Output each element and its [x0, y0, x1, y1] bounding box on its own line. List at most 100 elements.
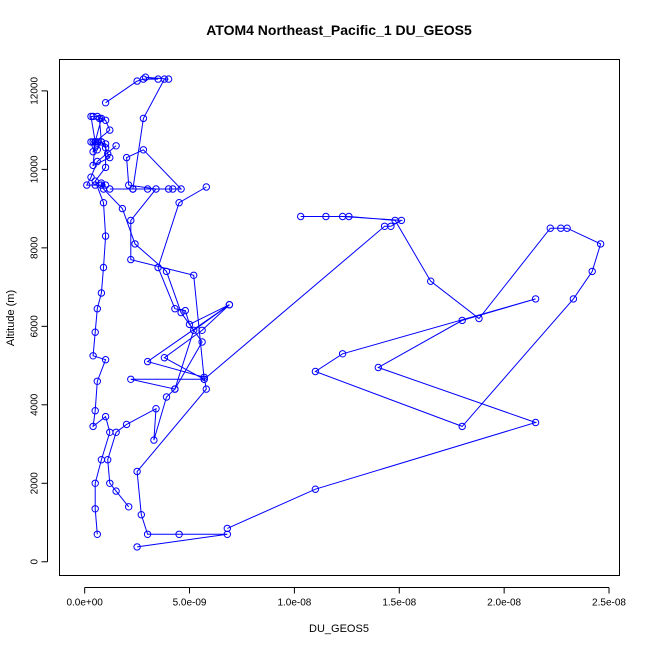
data-point [101, 163, 110, 172]
data-point [198, 338, 206, 346]
data-point [89, 352, 97, 360]
data-point [557, 224, 565, 232]
data-point [169, 185, 177, 193]
x-tick-label: 0.0e+00 [66, 598, 103, 609]
data-point [112, 142, 120, 150]
y-tick-label: 0 [30, 559, 41, 565]
data-point [106, 479, 114, 487]
data-point [164, 185, 173, 193]
plot-frame [59, 59, 620, 576]
data-point [125, 181, 133, 189]
data-point [175, 530, 183, 538]
data-point [190, 271, 198, 279]
data-point [91, 505, 99, 513]
data-point [93, 157, 102, 166]
data-point [125, 503, 133, 511]
data-point [127, 216, 135, 225]
data-point [143, 357, 152, 366]
data-point [104, 150, 112, 158]
data-point [101, 412, 110, 421]
data-point [97, 289, 106, 297]
data-point [531, 295, 540, 303]
data-point [101, 232, 110, 240]
data-point [143, 530, 152, 538]
data-point [99, 263, 108, 272]
x-tick-label: 1.5e-08 [382, 598, 416, 609]
data-point [101, 99, 110, 107]
data-point [122, 153, 131, 162]
data-point [380, 222, 389, 231]
y-tick-label: 6000 [30, 315, 41, 338]
data-point [190, 326, 198, 334]
data-point [133, 77, 141, 85]
y-tick-label: 10000 [30, 155, 41, 183]
data-point [164, 75, 173, 83]
data-point [89, 112, 97, 121]
data-point [91, 142, 99, 150]
data-point [596, 240, 605, 248]
data-point [101, 181, 110, 189]
data-point [104, 456, 112, 464]
data-point [89, 161, 97, 170]
data-point [152, 405, 160, 413]
data-point [225, 301, 234, 309]
y-tick-label: 4000 [30, 393, 41, 416]
series-line-4 [85, 145, 203, 508]
data-point [101, 356, 110, 364]
data-point [150, 436, 158, 444]
data-point [162, 393, 171, 401]
y-tick-label: 2000 [30, 472, 41, 495]
data-point [118, 204, 127, 213]
data-point [458, 422, 466, 431]
data-point [588, 267, 596, 276]
data-point [160, 354, 169, 362]
data-point [177, 308, 185, 317]
data-point [338, 350, 347, 358]
data-point [154, 75, 162, 83]
data-point [122, 420, 131, 429]
x-axis-label: DU_GEOS5 [309, 623, 369, 635]
data-point [97, 114, 106, 123]
data-point [322, 212, 330, 221]
data-point [93, 377, 102, 385]
data-point [141, 73, 150, 81]
y-tick-label: 8000 [30, 236, 41, 259]
data-point [311, 485, 320, 493]
data-point [91, 479, 99, 487]
chart-title: ATOM4 Northeast_Pacific_1 DU_GEOS5 [206, 22, 472, 38]
y-axis-label: Altitude (m) [5, 290, 17, 346]
data-point [83, 181, 91, 189]
data-point [112, 428, 120, 436]
data-point [427, 277, 435, 285]
data-point [93, 146, 102, 154]
data-point [152, 185, 160, 193]
data-point [127, 255, 135, 264]
data-point [338, 212, 347, 221]
data-point [89, 422, 97, 431]
data-point [139, 146, 148, 154]
data-point [297, 212, 305, 221]
data-point [137, 511, 146, 519]
x-tick-label: 1.0e-08 [277, 598, 311, 609]
data-point [202, 183, 211, 191]
data-point [106, 153, 114, 162]
data-point [87, 173, 95, 181]
data-point [127, 375, 135, 383]
data-point [546, 224, 554, 232]
data-point [475, 314, 483, 323]
series-line-2 [130, 186, 602, 529]
data-point [129, 185, 137, 193]
data-point [202, 385, 211, 393]
data-point [162, 267, 171, 276]
data-point [112, 487, 120, 495]
y-axis: 0 2000 4000 6000 8000 10000 12000 [30, 77, 48, 565]
data-point [106, 126, 114, 134]
data-point [531, 418, 540, 427]
data-point [93, 530, 102, 538]
data-point [91, 181, 99, 189]
data-point [133, 467, 141, 476]
x-tick-label: 2.0e-08 [487, 598, 521, 609]
data-point [311, 367, 320, 376]
data-point [223, 524, 232, 533]
